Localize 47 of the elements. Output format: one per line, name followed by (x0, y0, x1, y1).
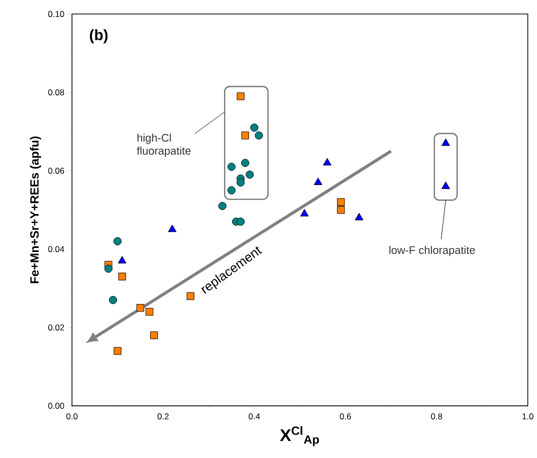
x-axis-title: X$^{Cl}$Ap (280, 426, 319, 446)
x-tick-label: 0.0 (66, 413, 78, 420)
point (114, 347, 122, 355)
point (300, 209, 309, 216)
point (337, 198, 345, 206)
point (241, 132, 250, 140)
point (150, 332, 158, 340)
y-axis-title: Fe+Mn+Sr+Y+REEs (apfu) (30, 136, 42, 284)
point (146, 308, 154, 316)
annotation: (b) (90, 29, 108, 44)
y-tick-label: 0.08 (48, 89, 64, 96)
point (354, 212, 364, 220)
y-tick-label: 0.00 (48, 402, 64, 409)
point (442, 182, 450, 190)
point (241, 158, 250, 168)
point (104, 264, 112, 273)
x-tick-label: 0.6 (340, 413, 351, 420)
y-tick-label: 0.04 (48, 246, 64, 252)
point (246, 170, 254, 179)
x-tick-label: 0.8 (431, 413, 442, 420)
point (322, 158, 332, 166)
point (254, 132, 263, 140)
point (442, 138, 450, 146)
point (136, 304, 144, 312)
annotation: low-F chlorapatite (389, 246, 475, 256)
point (236, 178, 245, 187)
point (168, 224, 176, 232)
x-tick-label: 0.4 (248, 413, 260, 420)
x-tick-label: 1.0 (522, 413, 534, 420)
point (236, 218, 245, 226)
y-tick-label: 0.06 (48, 168, 64, 174)
point (186, 292, 194, 300)
point (218, 202, 226, 210)
point (236, 92, 244, 100)
y-tick-label: 0.02 (48, 324, 64, 331)
point (227, 162, 236, 171)
point (108, 296, 118, 304)
point (118, 272, 126, 280)
point (250, 124, 258, 132)
x-tick-label: 0.2 (158, 413, 169, 420)
y-tick-label: 0.10 (48, 11, 64, 18)
point (337, 206, 345, 214)
point (314, 178, 322, 186)
annotation: high-Cl fluorapatite (136, 134, 191, 157)
point (114, 237, 122, 246)
point (118, 256, 126, 264)
point (227, 186, 236, 194)
